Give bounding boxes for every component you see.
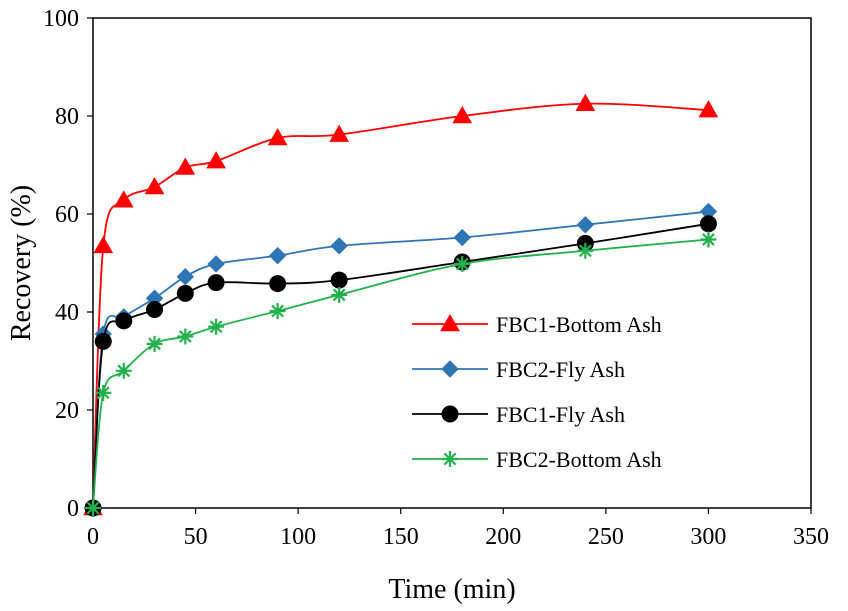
data-point (700, 231, 717, 248)
legend-label: FBC1-Fly Ash (496, 402, 625, 427)
data-point (330, 237, 348, 255)
series-line (92, 210, 709, 509)
x-tick-label: 0 (87, 524, 99, 550)
data-point (452, 105, 473, 124)
data-point (115, 362, 132, 379)
x-tick-label: 50 (184, 524, 208, 550)
data-point (146, 301, 164, 319)
legend-label: FBC1-Bottom Ash (496, 312, 662, 337)
data-point (113, 190, 134, 208)
y-tick-label: 80 (55, 104, 79, 130)
legend-item: FBC2-Fly Ash (412, 357, 625, 382)
data-point (175, 157, 196, 175)
data-point (331, 286, 348, 303)
data-point (93, 235, 114, 254)
data-point (85, 500, 101, 516)
data-point (115, 312, 133, 330)
y-tick-label: 40 (55, 300, 79, 326)
data-point (207, 255, 225, 273)
x-axis-title: Time (min) (388, 574, 515, 605)
data-point (146, 335, 163, 352)
x-tick-label: 150 (383, 524, 419, 550)
data-point (95, 384, 112, 401)
data-point (577, 242, 594, 259)
series-fbc1-bottom-ash (83, 93, 719, 516)
x-tick-label: 350 (793, 524, 829, 550)
data-point (268, 246, 287, 265)
y-tick-label: 0 (67, 496, 79, 522)
data-point (576, 216, 595, 234)
data-point (144, 177, 165, 195)
data-point (206, 151, 226, 169)
legend-marker (442, 451, 458, 467)
y-axis-title: Recovery (%) (6, 185, 37, 341)
data-point (176, 284, 194, 302)
legend-marker (440, 313, 460, 332)
data-point (454, 255, 471, 272)
series-fbc2-bottom-ash (85, 231, 717, 516)
y-axis-ticks: 0 20 40 60 80 100 (43, 6, 93, 522)
data-point (269, 303, 286, 320)
data-point (329, 124, 350, 142)
data-point (267, 128, 288, 146)
series-line (92, 238, 709, 509)
x-tick-label: 250 (588, 524, 624, 550)
data-point (575, 93, 596, 111)
x-tick-label: 200 (485, 524, 521, 550)
x-tick-label: 100 (280, 524, 316, 550)
data-point (207, 274, 225, 292)
data-point (698, 100, 719, 118)
legend-item: FBC1-Fly Ash (412, 402, 625, 427)
legend-item: FBC2-Bottom Ash (412, 447, 662, 472)
x-axis-ticks: 0 50 100 150 200 250 300 350 (87, 508, 829, 550)
legend: FBC1-Bottom Ash FBC2-Fly Ash FBC1-Fly Ash F… (412, 312, 662, 472)
series-fbc2-fly-ash (84, 202, 718, 517)
x-tick-label: 300 (690, 524, 726, 550)
y-tick-label: 20 (55, 398, 79, 424)
data-point (330, 271, 348, 289)
data-point (177, 328, 194, 345)
y-tick-label: 100 (43, 6, 79, 32)
data-point (208, 318, 225, 335)
series-layer (83, 93, 719, 517)
data-point (94, 332, 112, 350)
data-point (699, 215, 717, 233)
data-point (176, 268, 195, 286)
legend-label: FBC2-Bottom Ash (496, 447, 662, 472)
legend-marker (441, 360, 459, 378)
legend-item: FBC1-Bottom Ash (412, 312, 662, 337)
y-tick-label: 60 (55, 202, 79, 228)
data-point (269, 275, 287, 293)
legend-label: FBC2-Fly Ash (496, 357, 625, 382)
data-point (453, 228, 471, 247)
legend-marker (441, 405, 459, 423)
series-line (92, 222, 709, 509)
